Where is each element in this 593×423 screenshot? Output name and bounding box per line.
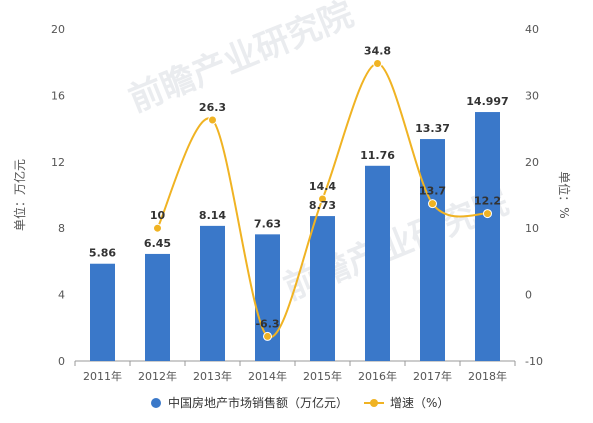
bar-data-label: 5.86 <box>89 247 116 260</box>
y2-tick-label: 30 <box>525 89 539 102</box>
bar <box>365 165 390 361</box>
y2-tick-label: 10 <box>525 222 539 235</box>
bar <box>475 112 500 361</box>
bar <box>255 234 280 361</box>
bar-data-label: 11.76 <box>360 149 395 162</box>
line-point <box>318 194 327 204</box>
x-tick-label: 2013年 <box>193 369 232 383</box>
line-data-label: 10 <box>150 209 166 222</box>
bar <box>420 139 445 361</box>
y2-tick-label: 40 <box>525 23 539 36</box>
line-point <box>153 223 162 233</box>
x-tick-label: 2018年 <box>468 369 507 383</box>
line-point <box>208 115 217 125</box>
legend-line-marker <box>370 399 378 407</box>
axes-group: 2011年 2012年 2013年 2014年 2015年 2016年 2017年 2018年… <box>51 23 543 383</box>
line-data-label: 13.7 <box>419 185 446 198</box>
legend-bar-marker <box>151 398 161 408</box>
x-tick-label: 2017年 <box>413 369 452 383</box>
bar-data-label: 8.73 <box>309 199 336 212</box>
y2-tick-label: 20 <box>525 156 539 169</box>
bar <box>90 263 115 361</box>
bar-data-label: 8.14 <box>199 209 226 222</box>
y-tick-label: 4 <box>58 289 65 302</box>
legend: 中国房地产市场销售额（万亿元） 增速（%） <box>151 395 449 410</box>
line-data-label: 34.8 <box>364 45 391 58</box>
x-tick-label: 2016年 <box>358 369 397 383</box>
data-label-group: 5.86 6.45 8.14 7.63 8.73 11.76 13.37 14.997 10 26… <box>89 45 509 331</box>
y-tick-label: 8 <box>58 222 65 235</box>
watermark-top: 前瞻产业研究院 <box>123 0 359 120</box>
x-tick-label: 2011年 <box>83 369 122 383</box>
x-tick-label: 2012年 <box>138 369 177 383</box>
line-data-label: -6.3 <box>255 317 279 330</box>
y-tick-label: 16 <box>51 89 65 102</box>
line-point <box>373 59 382 69</box>
y-axis-title: 单位：万亿元 <box>12 159 27 231</box>
line-data-label: 14.4 <box>309 180 336 193</box>
y2-axis-title: 单位：% <box>557 171 572 218</box>
legend-bar-label: 中国房地产市场销售额（万亿元） <box>168 395 348 410</box>
bar-data-label: 6.45 <box>144 237 171 250</box>
x-tick-label: 2014年 <box>248 369 287 383</box>
y-tick-label: 0 <box>58 355 65 368</box>
bar <box>310 216 335 361</box>
line-series <box>153 59 492 341</box>
line-point <box>263 331 272 341</box>
bar <box>200 225 225 361</box>
x-tick-label: 2015年 <box>303 369 342 383</box>
bar-data-label: 14.997 <box>466 95 508 108</box>
line-point <box>483 209 492 219</box>
y-tick-label: 20 <box>51 23 65 36</box>
y2-tick-label: 0 <box>525 289 532 302</box>
line-data-label: 26.3 <box>199 101 226 114</box>
y2-tick-label: -10 <box>525 355 543 368</box>
bar <box>145 253 170 361</box>
bar-data-label: 7.63 <box>254 217 281 230</box>
line-data-label: 12.2 <box>474 195 501 208</box>
bar-series <box>90 112 500 361</box>
bar-data-label: 13.37 <box>415 122 450 135</box>
y-tick-label: 12 <box>51 156 65 169</box>
legend-line-label: 增速（%） <box>390 396 449 410</box>
line-point <box>428 199 437 209</box>
